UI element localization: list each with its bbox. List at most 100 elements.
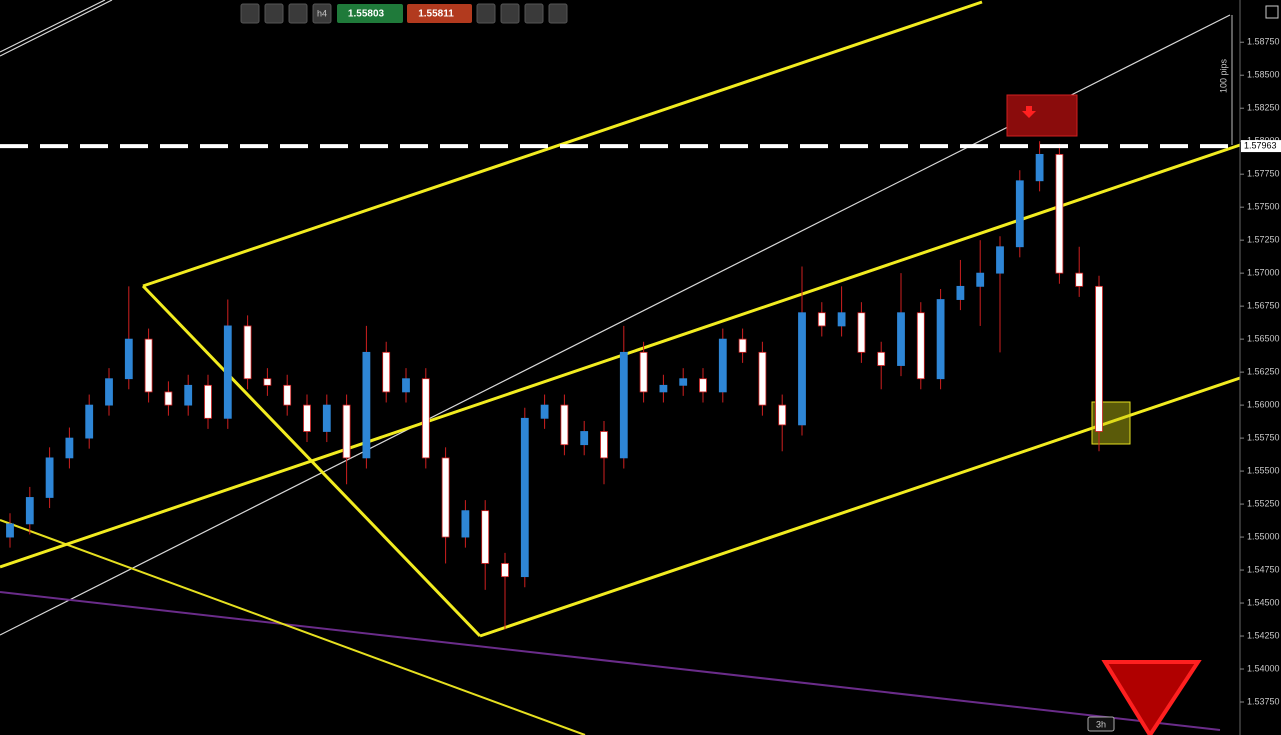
candle-body [699,378,707,393]
y-tick-label: 1.55500 [1247,465,1280,475]
y-tick-label: 1.57250 [1247,235,1280,245]
list-button[interactable] [476,3,496,24]
candle-body [501,563,509,578]
candle-body [144,338,153,393]
timeframe-text: h4 [317,8,327,18]
y-tick-label: 1.56750 [1247,301,1280,311]
y-tick-label: 1.55000 [1247,531,1280,541]
candle-body [362,351,371,459]
candle-body [1055,153,1064,274]
candle-body [897,312,905,366]
candle-body [1095,285,1103,432]
candle-body [421,378,430,459]
buy-price: 1.55811 [418,9,454,20]
y-tick-label: 1.54750 [1247,564,1280,574]
measure-label: 100 pips [1218,58,1228,93]
buy-button[interactable] [407,4,472,23]
trend-line [0,0,113,57]
sell-button[interactable] [337,4,403,23]
drawing-button[interactable] [264,3,284,24]
settings-button[interactable] [524,3,544,24]
y-tick-label: 1.53750 [1247,696,1280,706]
candle-body [65,437,74,459]
price-line-label: 1.57963 [1244,140,1277,150]
candle-body [837,312,846,327]
candle-body [1035,153,1044,182]
candle-body [164,391,173,406]
candle-body [105,378,113,406]
y-tick-label: 1.55250 [1247,498,1280,508]
candle-body [738,338,747,353]
y-tick-label: 1.56000 [1247,399,1280,409]
candle-body [243,325,252,380]
channel-line [142,0,983,288]
y-tick-label: 1.55750 [1247,432,1280,442]
candle-body [441,457,450,538]
timeframe-button[interactable] [312,3,332,24]
info-button[interactable] [500,3,520,24]
y-tick-label: 1.54500 [1247,597,1280,607]
popout-icon[interactable] [1265,5,1279,19]
candle-body [718,338,727,393]
timeframe-badge [1087,716,1115,732]
sell-zone [1006,94,1078,137]
candle-body [263,378,272,386]
candle-body [639,351,648,393]
trend-line [0,519,586,735]
price-axis [1240,0,1281,735]
candle-body [481,510,490,564]
candle-body [758,351,767,406]
y-tick-label: 1.57000 [1247,268,1280,278]
candle-body [283,384,292,406]
template-button[interactable] [548,3,568,24]
candle-body [798,312,806,426]
candle-body [6,523,14,538]
candle-body [402,378,410,393]
candle-body [1015,180,1024,248]
trend-line [0,591,1221,731]
candle-body [936,299,945,380]
candle-body [877,351,886,366]
candle-body [976,272,985,287]
candle-body [204,384,212,419]
candle-body [580,431,589,446]
y-tick-label: 1.54000 [1247,663,1280,673]
candle-body [817,312,826,327]
candle-body [184,384,193,406]
candle-body [124,338,133,380]
candle-body [600,431,608,459]
candle-body [659,384,668,393]
y-tick-label: 1.58250 [1247,103,1280,113]
y-tick-label: 1.56500 [1247,334,1280,344]
y-tick-label: 1.54250 [1247,630,1280,640]
candle-body [342,404,351,459]
trend-line [0,0,106,53]
candle-body [223,325,232,419]
timeframe-label: 3h [1096,719,1106,729]
signal-triangle [1101,660,1202,735]
y-tick-label: 1.57500 [1247,202,1280,212]
candle-body [25,497,34,525]
candle-body [520,417,529,578]
zoom-button[interactable] [240,3,260,24]
candle-body [679,378,688,386]
drawings [0,0,1241,735]
y-tick-label: 1.56250 [1247,366,1280,376]
candle-body [619,351,628,459]
toolbar: h4 1.55803 1.55811 [240,3,568,24]
candle-body [303,404,311,432]
sell-price: 1.55803 [348,9,385,20]
candle-body [916,312,925,380]
candle-body [1075,272,1084,287]
candle-body [540,404,549,419]
price-badge [1241,140,1281,153]
chart-type-button[interactable] [288,3,308,24]
candle-body [382,351,391,393]
arrow-icon [1022,106,1036,118]
candle-body [85,404,94,439]
candle-body [778,404,787,426]
candle-body [45,457,54,498]
candle-body [956,285,965,300]
